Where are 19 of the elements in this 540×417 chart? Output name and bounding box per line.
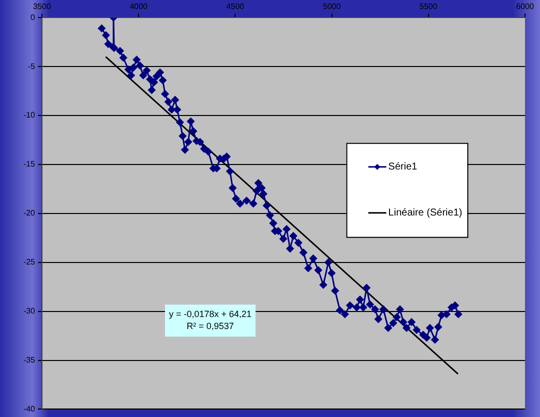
annotation: R² = 0,9537: [186, 321, 234, 332]
y-tick-label: -40: [23, 404, 36, 414]
y-tick-label: -35: [23, 355, 36, 364]
y-tick-label: -25: [23, 258, 36, 267]
x-tick-label: 5500: [420, 2, 438, 12]
y-tick-label: 0: [30, 12, 36, 22]
legend-label: Linéaire (Série1): [388, 208, 462, 219]
y-tick-label: -15: [23, 160, 36, 169]
y-tick-label: -10: [23, 110, 36, 120]
y-tick-label: -20: [23, 208, 36, 218]
y-tick-label: -5: [28, 62, 36, 71]
x-tick-label: 5000: [322, 2, 342, 12]
legend-label: Série1: [388, 162, 418, 173]
annotation: y = -0,0178x + 64,21: [169, 309, 252, 320]
x-tick-label: 3500: [33, 2, 52, 12]
y-tick-label: -30: [23, 306, 36, 316]
x-tick-label: 4000: [130, 2, 148, 12]
x-tick-label: 6000: [516, 2, 534, 12]
x-tick-label: 4500: [226, 2, 245, 12]
